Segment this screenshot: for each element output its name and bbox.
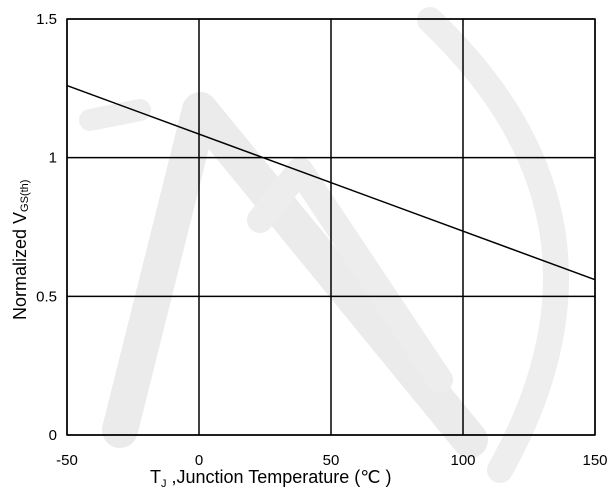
x-tick-label: 50 [323, 452, 340, 469]
x-tick-labels: -50 0 50 100 150 [56, 452, 607, 469]
x-tick-label: 150 [582, 452, 607, 469]
y-tick-labels: 0 0.5 1 1.5 [36, 11, 57, 444]
x-axis-label: TJ ,Junction Temperature (℃ ) [150, 467, 391, 490]
x-tick-label: -50 [56, 452, 78, 469]
series-line [66, 84, 596, 281]
series-group [66, 84, 596, 281]
x-tick-label: 100 [450, 452, 475, 469]
y-tick-label: 1.5 [36, 11, 57, 28]
watermark-logo [79, 7, 569, 483]
y-tick-label: 0.5 [36, 288, 57, 305]
x-tick-label: 0 [195, 452, 203, 469]
y-axis-label: Normalized VGS(th) [10, 180, 31, 320]
y-tick-label: 1 [49, 150, 57, 167]
plot-frame [66, 18, 596, 436]
y-tick-label: 0 [49, 427, 57, 444]
